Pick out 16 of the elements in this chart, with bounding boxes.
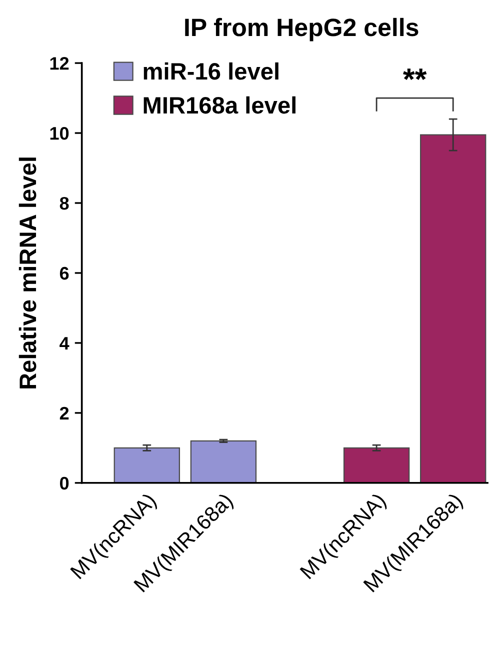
bar [343,447,410,483]
y-tick-label: 6 [60,266,69,280]
y-tick-label: 2 [60,406,69,420]
chart-title: IP from HepG2 cells [185,18,418,42]
bar [114,447,180,483]
legend-label: miR-16 level [144,62,278,80]
y-tick-label: 8 [60,196,69,210]
y-tick-label: 0 [60,476,69,490]
bar [420,134,486,483]
annotation: ** [403,68,427,80]
legend-label: MIR168a level [144,96,296,114]
y-axis-title: Relative miRNA level [18,158,36,388]
bar [190,440,257,483]
y-tick-label: 10 [50,126,69,140]
y-tick-label: 12 [50,57,69,70]
y-tick-label: 4 [60,337,70,350]
